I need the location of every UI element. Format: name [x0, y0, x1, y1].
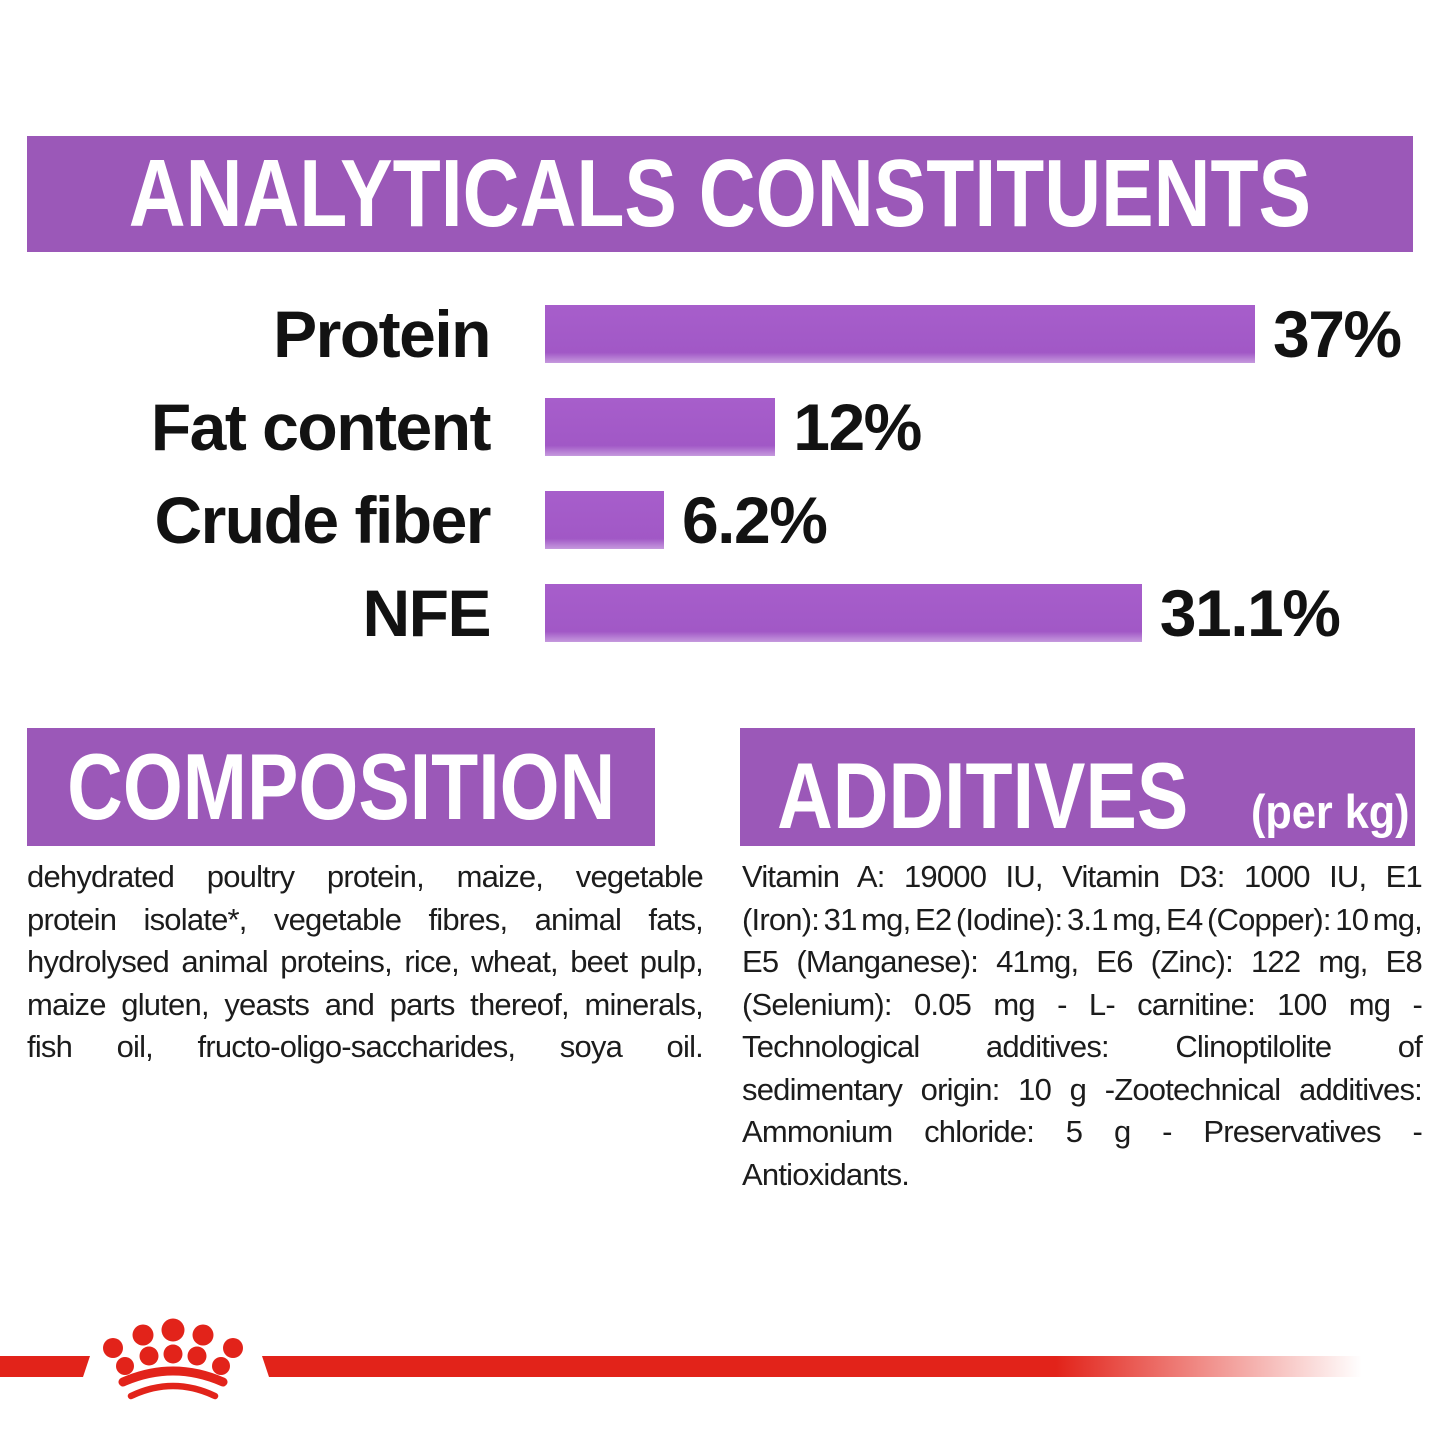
text-line: fish oil, fructo-oligo-saccharides, soya…: [27, 1029, 704, 1064]
analyticals-bar-chart: Protein 37% Fat content 12% Crude fiber 6.2% N…: [0, 297, 1445, 677]
text-line: dehydrated poultry protein, maize, veget…: [27, 859, 704, 894]
bar-fill: [545, 491, 664, 549]
royal-canin-crown-icon: [103, 1318, 243, 1400]
bar-value-label: 12%: [793, 390, 922, 464]
analyticals-banner: ANALYTICALS CONSTITUENTS: [27, 136, 1413, 252]
text-line: Vitamin A: 19000 IU, Vitamin D3: 1000 IU…: [742, 859, 1423, 894]
analyticals-title: ANALYTICALS CONSTITUENTS: [128, 140, 1312, 247]
additives-title: ADDITIVES: [776, 743, 1188, 848]
bar-row: Protein 37%: [0, 297, 1445, 371]
bar-fill: [545, 398, 776, 456]
additives-paragraph: Vitamin A: 19000 IU, Vitamin D3: 1000 IU…: [742, 856, 1423, 1196]
bar-value-label: 6.2%: [681, 483, 828, 557]
text-line: Ammonium chloride: 5 g - Preservatives -: [742, 1114, 1423, 1149]
bar-category-label: Fat content: [150, 390, 492, 464]
text-line: maize gluten, yeasts and parts thereof, …: [27, 986, 704, 1022]
text-line: E5 (Manganese): 41mg, E6 (Zinc): 122 mg,…: [742, 944, 1423, 979]
text-line: Technological additives: Clinoptilolite …: [742, 1029, 1423, 1064]
text-line: sedimentary origin: 10 g -Zootechnical a…: [742, 1071, 1423, 1107]
text-line: (Selenium): 0.05 mg - L- carnitine: 100 …: [742, 986, 1423, 1022]
composition-banner: COMPOSITION: [27, 728, 655, 846]
bar-fill: [545, 584, 1142, 642]
additives-banner: ADDITIVES (per kg): [740, 728, 1415, 848]
composition-paragraph: dehydrated poultry protein, maize, veget…: [27, 856, 704, 1069]
bar-fill: [545, 305, 1255, 363]
text-line: Antioxidants.: [742, 1156, 910, 1192]
bar-category-label: NFE: [362, 576, 492, 650]
text-line: (Iron): 31 mg, E2 (Iodine): 3.1 mg, E4 (…: [742, 901, 1423, 937]
bar-row: Fat content 12%: [0, 390, 1445, 464]
text-line: hydrolysed animal proteins, rice, wheat,…: [27, 944, 704, 979]
bar-value-label: 37%: [1273, 297, 1402, 371]
bar-category-label: Crude fiber: [154, 483, 491, 557]
bar-category-label: Protein: [273, 297, 491, 371]
bar-row: NFE 31.1%: [0, 576, 1445, 650]
brand-rule-left: [0, 1356, 90, 1377]
brand-rule-right: [262, 1356, 1396, 1377]
text-line: protein isolate*, vegetable fibres, anim…: [27, 901, 704, 937]
additives-unit-label: (per kg): [1251, 785, 1410, 838]
composition-title: COMPOSITION: [66, 734, 616, 839]
bar-row: Crude fiber 6.2%: [0, 483, 1445, 557]
bar-value-label: 31.1%: [1159, 576, 1341, 650]
